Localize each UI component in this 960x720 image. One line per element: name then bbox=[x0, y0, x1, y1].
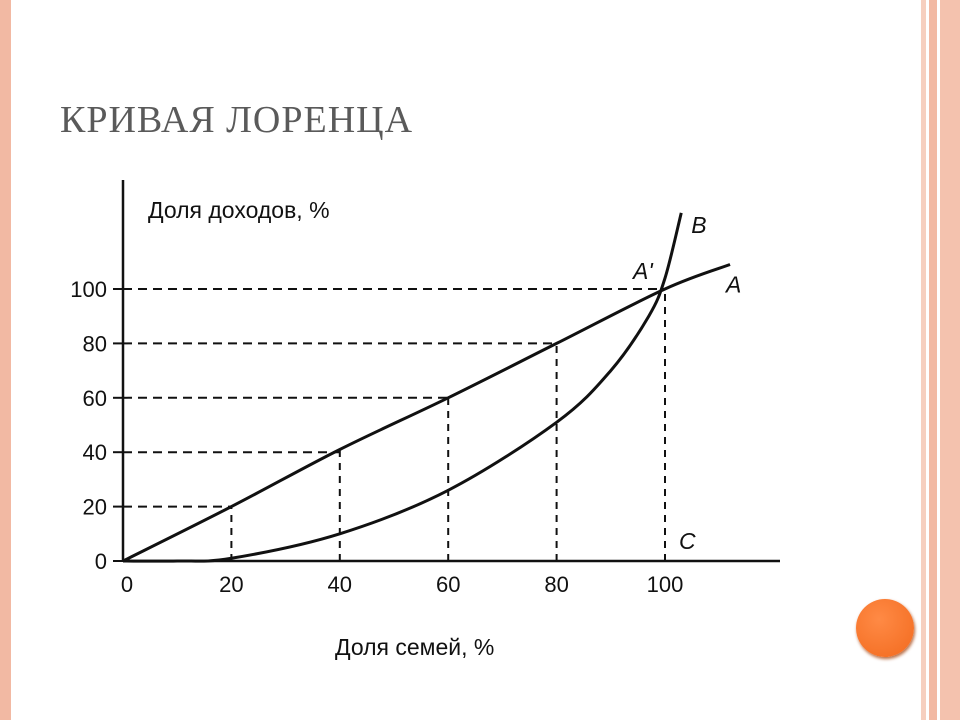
right-frame-stripe bbox=[921, 0, 926, 720]
y-tick-label: 0 bbox=[95, 549, 107, 574]
series-label-b: B bbox=[691, 212, 706, 238]
x-tick-label: 60 bbox=[436, 572, 460, 597]
slide-title: КРИВАЯ ЛОРЕНЦА bbox=[60, 99, 414, 141]
y-tick-label: 100 bbox=[70, 277, 107, 302]
x-tick-label: 40 bbox=[328, 572, 352, 597]
series-label-a: A bbox=[724, 272, 741, 298]
series-curve-b bbox=[122, 212, 683, 563]
left-frame-border bbox=[0, 0, 11, 720]
next-slide-button[interactable] bbox=[856, 599, 914, 657]
right-frame-stripe bbox=[940, 0, 960, 720]
x-axis-label: Доля семей, % bbox=[335, 634, 494, 660]
right-frame-stripe bbox=[929, 0, 937, 720]
y-tick-label: 80 bbox=[83, 331, 107, 356]
x-tick-label: 0 bbox=[121, 572, 133, 597]
y-tick-label: 60 bbox=[83, 386, 107, 411]
x-tick-label: 100 bbox=[647, 572, 684, 597]
y-axis-label: Доля доходов, % bbox=[148, 197, 330, 223]
y-tick-label: 20 bbox=[83, 495, 107, 520]
series-line-a bbox=[122, 263, 731, 563]
x-tick-label: 20 bbox=[219, 572, 243, 597]
y-tick-label: 40 bbox=[83, 440, 107, 465]
point-label-a-prime: A' bbox=[631, 258, 654, 284]
x-tick-label: 80 bbox=[544, 572, 568, 597]
point-label-c: C bbox=[679, 528, 696, 554]
